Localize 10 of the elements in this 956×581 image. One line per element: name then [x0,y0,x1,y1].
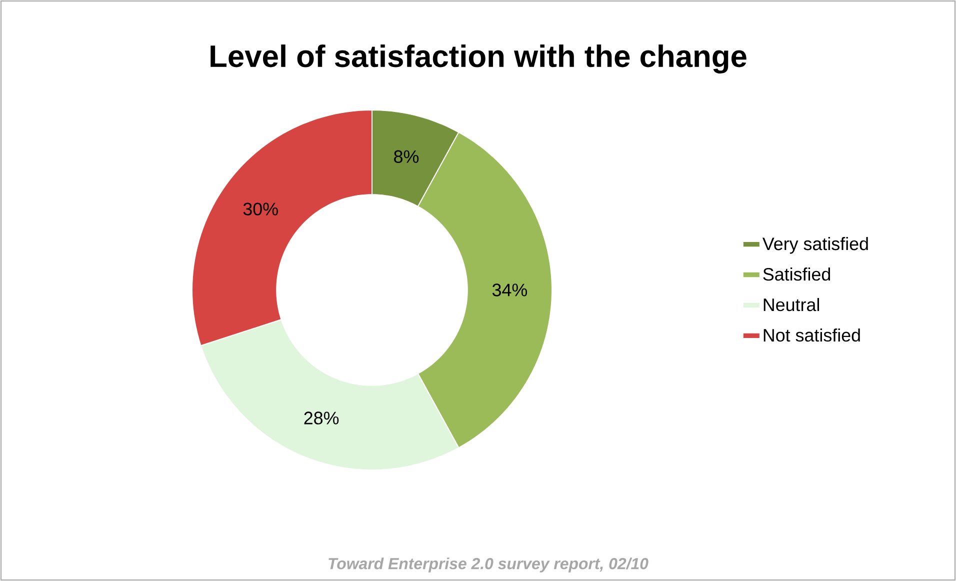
data-label: 8% [394,150,419,163]
text: Toward Enterprise 2.0 survey report, 02/10 [328,558,648,572]
chart-title: Level of satisfaction with the change [210,44,746,74]
data-label: 34% [492,284,528,296]
data-label: 28% [304,412,339,424]
legend-label: Neutral [764,298,819,312]
legend-label: Not satisfied [764,328,860,342]
legend-label: Very satisfied [762,237,868,254]
data-label: 30% [243,202,278,216]
legend-label: Satisfied [763,268,830,281]
